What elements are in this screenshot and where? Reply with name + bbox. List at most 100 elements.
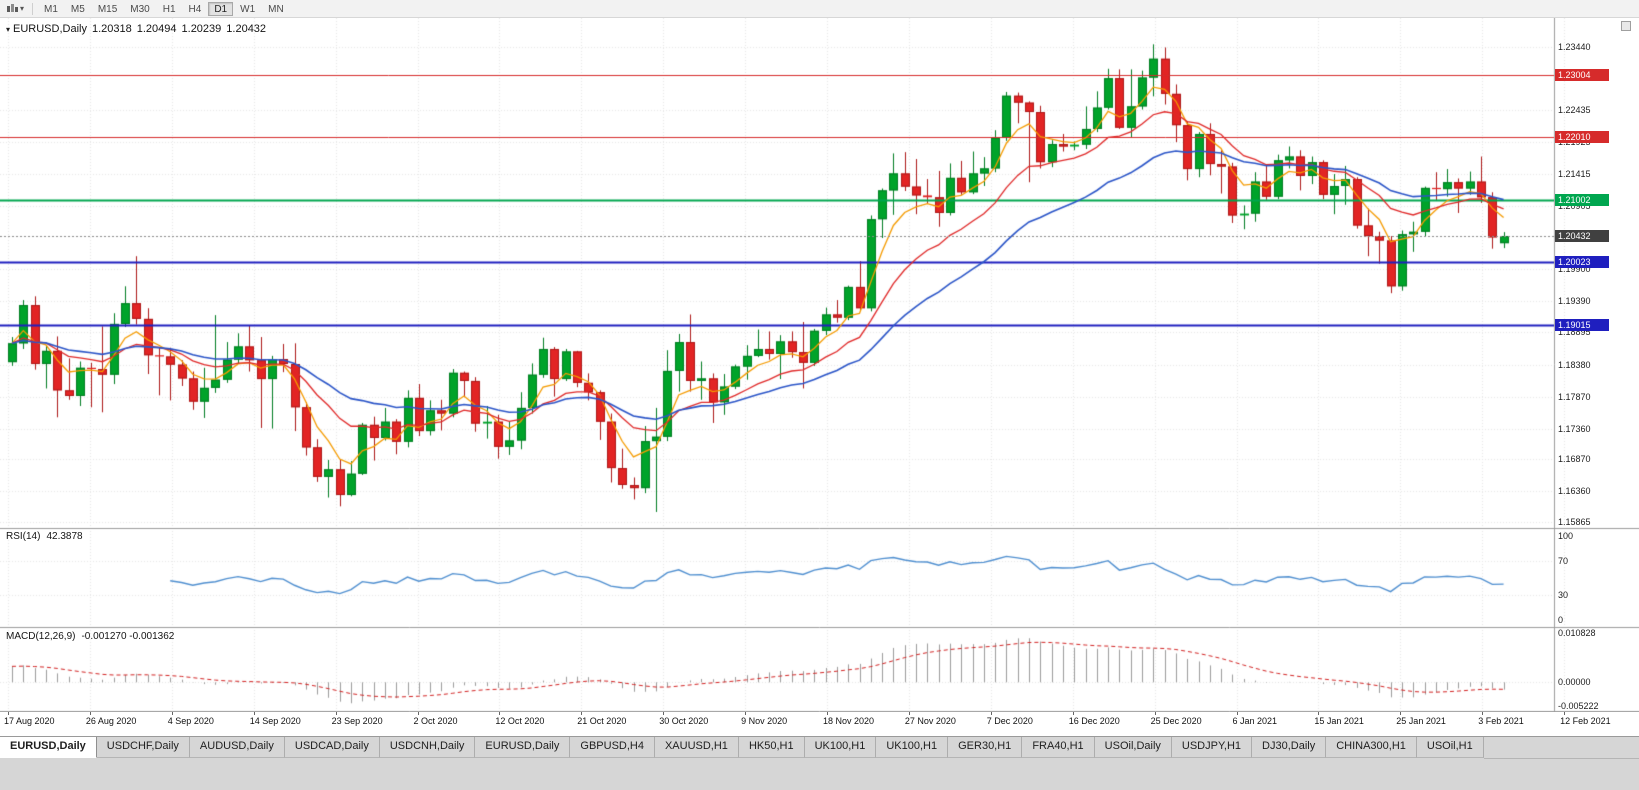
date-label: 25 Jan 2021: [1396, 716, 1446, 726]
date-label: 25 Dec 2020: [1150, 716, 1202, 726]
chevron-down-icon: ▾: [20, 3, 25, 13]
date-label: 12 Feb 2021: [1560, 716, 1611, 726]
toolbar-separator: [32, 2, 34, 15]
time-axis-tick: [1073, 712, 1074, 715]
date-label: 26 Aug 2020: [85, 716, 137, 726]
price-axis-tick: 1.22435: [1558, 105, 1591, 116]
date-label: 15 Jan 2021: [1314, 716, 1364, 726]
price-axis-tick: 1.15865: [1558, 517, 1591, 528]
price-axis-tick: 1.23440: [1558, 42, 1591, 53]
chart-tab[interactable]: EURUSD,Daily: [0, 737, 97, 758]
price-axis-tick: 1.16870: [1558, 454, 1591, 465]
time-axis-tick: [8, 712, 9, 715]
timeframe-button-m15[interactable]: M15: [97, 3, 118, 15]
chart-tab[interactable]: GER30,H1: [948, 737, 1023, 758]
timeframe-button-w1[interactable]: W1: [240, 3, 256, 15]
date-label: 27 Nov 2020: [904, 716, 956, 726]
chart-tab[interactable]: EURUSD,Daily: [475, 737, 571, 758]
price-axis-tick: 1.20905: [1558, 201, 1591, 212]
price-axis-tick: 1.18380: [1558, 359, 1591, 370]
timeframe-button-h4[interactable]: H4: [188, 3, 202, 15]
tab-bar-filler: [1483, 737, 1639, 759]
macd-axis-tick: -0.005222: [1558, 701, 1599, 712]
date-label: 18 Nov 2020: [823, 716, 875, 726]
time-axis-tick: [1400, 712, 1401, 715]
price-axis-tick: 1.18895: [1558, 327, 1591, 338]
time-axis-tick: [1155, 712, 1156, 715]
rsi-name: RSI(14): [6, 531, 41, 542]
rsi-axis-tick: 0: [1558, 615, 1564, 625]
ohlc-open: 1.20318: [91, 23, 132, 35]
date-label: 14 Sep 2020: [249, 716, 301, 726]
chart-tab[interactable]: GBPUSD,H4: [570, 737, 655, 758]
time-axis-tick: [581, 712, 582, 715]
chart-tab[interactable]: UK100,H1: [804, 737, 877, 758]
date-label: 9 Nov 2020: [741, 716, 788, 726]
date-label: 7 Dec 2020: [986, 716, 1033, 726]
chart-tab[interactable]: UK100,H1: [876, 737, 949, 758]
rsi-axis-tick: 30: [1558, 589, 1569, 600]
macd-axis-tick: 0.010828: [1558, 627, 1596, 638]
rsi-axis-tick: 100: [1558, 531, 1574, 541]
chart-tab[interactable]: USOil,Daily: [1094, 737, 1172, 758]
time-axis-tick: [1482, 712, 1483, 715]
time-axis-tick: [745, 712, 746, 715]
level-price-badge: 1.23004: [1555, 68, 1609, 81]
chart-tab[interactable]: USDCAD,Daily: [284, 737, 380, 758]
chart-tab[interactable]: CHINA300,H1: [1326, 737, 1417, 758]
price-chart-canvas[interactable]: [0, 18, 1639, 712]
timeframe-button-m1[interactable]: M1: [44, 3, 58, 15]
chart-tab[interactable]: FRA40,H1: [1022, 737, 1095, 758]
macd-values: -0.001270 -0.001362: [81, 631, 175, 642]
date-label: 16 Dec 2020: [1068, 716, 1120, 726]
chart-tab[interactable]: USOil,H1: [1416, 737, 1484, 758]
date-label: 23 Sep 2020: [331, 716, 383, 726]
price-axis-tick: 1.17360: [1558, 423, 1591, 434]
ohlc-low: 1.20239: [181, 23, 222, 35]
candlestick-chart-icon: [7, 4, 18, 12]
date-label: 30 Oct 2020: [659, 716, 709, 726]
time-axis-tick: [663, 712, 664, 715]
chart-symbol-period: EURUSD,Daily: [13, 23, 87, 35]
chart-tab[interactable]: AUDUSD,Daily: [189, 737, 285, 758]
price-axis-tick: 1.16360: [1558, 486, 1591, 497]
chart-type-button[interactable]: ▾: [3, 1, 27, 16]
rsi-value: 42.3878: [46, 531, 83, 542]
timeframe-button-d1[interactable]: D1: [208, 1, 234, 16]
rsi-pane-splitter[interactable]: [0, 525, 1639, 530]
time-axis-tick: [172, 712, 173, 715]
date-label: 21 Oct 2020: [577, 716, 627, 726]
time-axis-tick: [827, 712, 828, 715]
chart-tab[interactable]: USDCNH,Daily: [379, 737, 476, 758]
timeframe-buttons: M1 M5 M15 M30 H1 H4 D1 W1 MN: [38, 1, 290, 16]
timeframe-button-m5[interactable]: M5: [70, 3, 85, 15]
timeframe-button-m30[interactable]: M30: [130, 3, 150, 15]
price-axis-tick: 1.19390: [1558, 296, 1591, 307]
rsi-label: RSI(14) 42.3878: [6, 531, 89, 542]
chart-scroll-button[interactable]: [1621, 21, 1631, 31]
macd-axis-tick: 0.00000: [1558, 677, 1591, 688]
level-price-badge: 1.19015: [1555, 318, 1609, 331]
macd-pane-splitter[interactable]: [0, 624, 1639, 629]
time-axis-tick: [90, 712, 91, 715]
ohlc-close: 1.20432: [226, 23, 267, 35]
time-axis-tick: [1318, 712, 1319, 715]
chart-tab[interactable]: USDCHF,Daily: [96, 737, 190, 758]
chart-tab[interactable]: USDJPY,H1: [1171, 737, 1253, 758]
price-axis-tick: 1.17870: [1558, 391, 1591, 402]
ohlc-high: 1.20494: [136, 23, 177, 35]
date-label: 17 Aug 2020: [4, 716, 55, 726]
macd-label: MACD(12,26,9) -0.001270 -0.001362: [6, 631, 180, 642]
chart-tab[interactable]: DJ30,Daily: [1252, 737, 1327, 758]
chart-tab[interactable]: XAUUSD,H1: [654, 737, 739, 758]
price-axis-tick: 1.19900: [1558, 264, 1591, 275]
timeframe-toolbar: ▾ M1 M5 M15 M30 H1 H4 D1 W1 MN: [0, 0, 1639, 18]
chart-ohlc-label: ▾ EURUSD,Daily 1.20318 1.20494 1.20239 1.2043…: [6, 23, 271, 35]
date-label: 2 Oct 2020: [413, 716, 458, 726]
timeframe-button-h1[interactable]: H1: [162, 3, 176, 15]
timeframe-button-mn[interactable]: MN: [268, 3, 284, 15]
time-axis-tick: [336, 712, 337, 715]
level-price-badge: 1.20023: [1555, 255, 1609, 268]
time-axis[interactable]: [0, 712, 1639, 736]
chart-tab[interactable]: HK50,H1: [738, 737, 805, 758]
